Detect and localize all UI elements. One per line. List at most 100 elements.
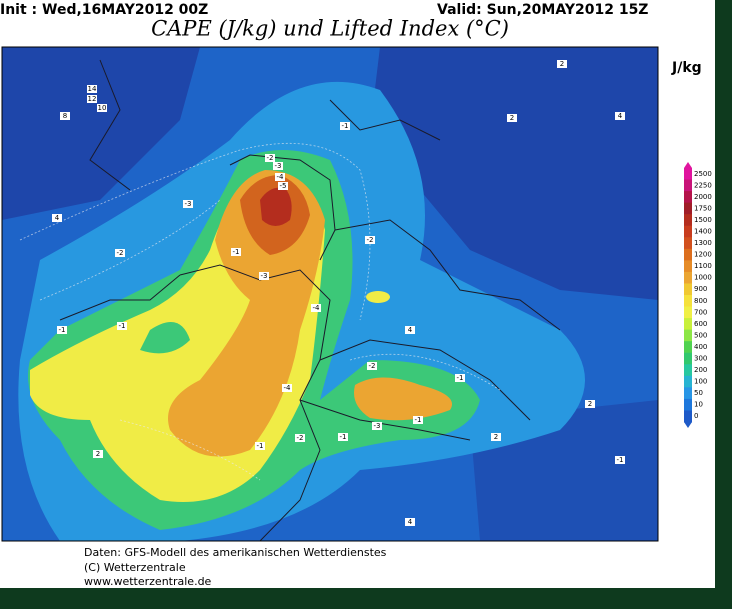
field-low <box>370 47 658 300</box>
contour-label-box <box>615 112 625 120</box>
contour-label: 4 <box>408 326 413 334</box>
contour-label-box <box>278 182 288 190</box>
contour-label: 2 <box>560 60 564 68</box>
contour-label-box <box>265 154 275 162</box>
contour-label: 2 <box>96 450 100 458</box>
contour-label: 2 <box>494 433 498 441</box>
colorbar-segment <box>684 283 692 296</box>
colorbar-segment <box>684 398 692 411</box>
contour-label-box <box>295 434 305 442</box>
colorbar-label: 100 <box>694 378 707 386</box>
contour-label-box <box>97 104 107 112</box>
contour-label-box <box>405 518 415 526</box>
contour-label-box <box>507 114 517 122</box>
colorbar-label: 400 <box>694 343 707 351</box>
contour-label: -4 <box>313 304 321 312</box>
colorbar-label: 2000 <box>694 193 712 201</box>
isolines <box>19 142 501 481</box>
contour-label-box <box>93 450 103 458</box>
contour-label: -2 <box>117 249 124 257</box>
colorbar-label: 1200 <box>694 251 712 259</box>
footer-line: Daten: GFS-Modell des amerikanischen Wet… <box>84 546 387 559</box>
colorbar-label: 700 <box>694 308 707 316</box>
contour-label: -2 <box>369 362 376 370</box>
contour-label: 4 <box>55 214 60 222</box>
colorbar: 2500225020001750150014001300120011001000… <box>684 162 712 428</box>
contour-label-box <box>585 400 595 408</box>
field-red <box>260 187 292 226</box>
valid-time: Valid: Sun,20MAY2012 15Z <box>437 2 648 18</box>
contour-label: 2 <box>588 400 592 408</box>
contour-label: -1 <box>342 122 349 130</box>
field-orange-alps <box>354 377 452 421</box>
contour-label-box <box>372 422 382 430</box>
contour-label: 8 <box>63 112 67 120</box>
map-frame <box>1 46 659 542</box>
contour-label: -3 <box>374 422 381 430</box>
legend-unit: J/kg <box>671 60 702 76</box>
colorbar-segment <box>684 168 692 181</box>
contour-label: 2 <box>510 114 514 122</box>
contour-label-box <box>275 173 285 181</box>
contour-label: -1 <box>59 326 66 334</box>
footer-line: (C) Wetterzentrale <box>84 561 186 574</box>
footer-line: www.wetterzentrale.de <box>84 575 212 588</box>
contour-label-box <box>367 362 377 370</box>
contour-label: -1 <box>457 374 464 382</box>
field-low <box>2 47 200 220</box>
contour-label: -4 <box>277 173 285 181</box>
contour-label-box <box>87 95 97 103</box>
colorbar-segment <box>684 318 692 331</box>
colorbar-segment <box>684 237 692 250</box>
colorbar-segment <box>684 410 692 423</box>
colorbar-cap <box>684 162 692 168</box>
colorbar-label: 2250 <box>694 181 712 189</box>
contour-label-box <box>615 456 625 464</box>
colorbar-segment <box>684 387 692 400</box>
colorbar-label: 1400 <box>694 228 712 236</box>
contour-label-box <box>273 162 283 170</box>
colorbar-label: 1000 <box>694 274 712 282</box>
colorbar-segment <box>684 271 692 284</box>
contour-label: -4 <box>284 384 292 392</box>
frame-bottom <box>0 588 732 609</box>
colorbar-label: 1100 <box>694 262 712 270</box>
contour-label-box <box>405 326 415 334</box>
colorbar-label: 200 <box>694 366 707 374</box>
colorbar-segment <box>684 202 692 215</box>
contour-label-box <box>491 433 501 441</box>
colorbar-label: 900 <box>694 285 707 293</box>
colorbar-segment <box>684 295 692 308</box>
contour-label-box <box>365 236 375 244</box>
contour-label-box <box>340 122 350 130</box>
contour-label: 10 <box>98 104 107 112</box>
contour-label: -1 <box>415 416 422 424</box>
colorbar-label: 50 <box>694 389 703 397</box>
colorbar-segment <box>684 225 692 238</box>
contour-label-box <box>60 112 70 120</box>
colorbar-segment <box>684 179 692 192</box>
colorbar-label: 1500 <box>694 216 712 224</box>
contour-label: 14 <box>88 85 97 93</box>
contour-label: -2 <box>367 236 374 244</box>
contour-label-box <box>57 326 67 334</box>
frame-right <box>715 0 732 609</box>
contour-labels: 141210842-1-2-3-4-5-3-2-1-3-1-4-2-1-4-2-… <box>52 60 625 526</box>
contour-label: -1 <box>233 248 240 256</box>
colorbar-label: 600 <box>694 320 707 328</box>
colorbar-label: 10 <box>694 401 703 409</box>
colorbar-cap <box>684 422 692 428</box>
colorbar-label: 1750 <box>694 204 712 212</box>
borders <box>59 59 561 541</box>
contour-label: -1 <box>119 322 126 330</box>
colorbar-segment <box>684 341 692 354</box>
contour-label-box <box>52 214 62 222</box>
colorbar-label: 500 <box>694 331 707 339</box>
contour-label: 4 <box>408 518 413 526</box>
contour-label-box <box>255 442 265 450</box>
contour-label: -5 <box>280 182 287 190</box>
contour-label: -3 <box>185 200 192 208</box>
colorbar-segment <box>684 248 692 261</box>
colorbar-label: 2500 <box>694 170 712 178</box>
